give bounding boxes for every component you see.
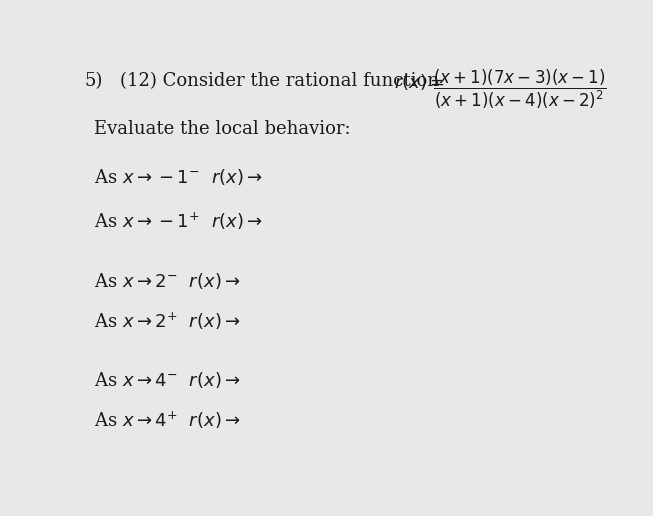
Text: As $x \rightarrow 2^{+}$  $r(x) \rightarrow$: As $x \rightarrow 2^{+}$ $r(x) \rightarr… (94, 310, 241, 332)
Text: As $x \rightarrow -1^{+}$  $r(x) \rightarrow$: As $x \rightarrow -1^{+}$ $r(x) \rightar… (94, 211, 263, 232)
Text: (12) Consider the rational function: (12) Consider the rational function (119, 72, 444, 90)
Text: As $x \rightarrow 4^{+}$  $r(x) \rightarrow$: As $x \rightarrow 4^{+}$ $r(x) \rightarr… (94, 410, 241, 431)
Text: As $x \rightarrow -1^{-}$  $r(x) \rightarrow$: As $x \rightarrow -1^{-}$ $r(x) \rightar… (94, 167, 263, 187)
Text: As $x \rightarrow 4^{-}$  $r(x) \rightarrow$: As $x \rightarrow 4^{-}$ $r(x) \rightarr… (94, 370, 241, 390)
Text: 5): 5) (84, 72, 103, 90)
Text: $r(x) =$: $r(x) =$ (394, 72, 445, 92)
Text: Evaluate the local behavior:: Evaluate the local behavior: (94, 120, 351, 138)
Text: As $x \rightarrow 2^{-}$  $r(x) \rightarrow$: As $x \rightarrow 2^{-}$ $r(x) \rightarr… (94, 270, 241, 291)
Text: $\dfrac{(x+1)(7x-3)(x-1)}{(x+1)(x-4)(x-2)^2}$: $\dfrac{(x+1)(7x-3)(x-1)}{(x+1)(x-4)(x-2… (434, 68, 607, 111)
